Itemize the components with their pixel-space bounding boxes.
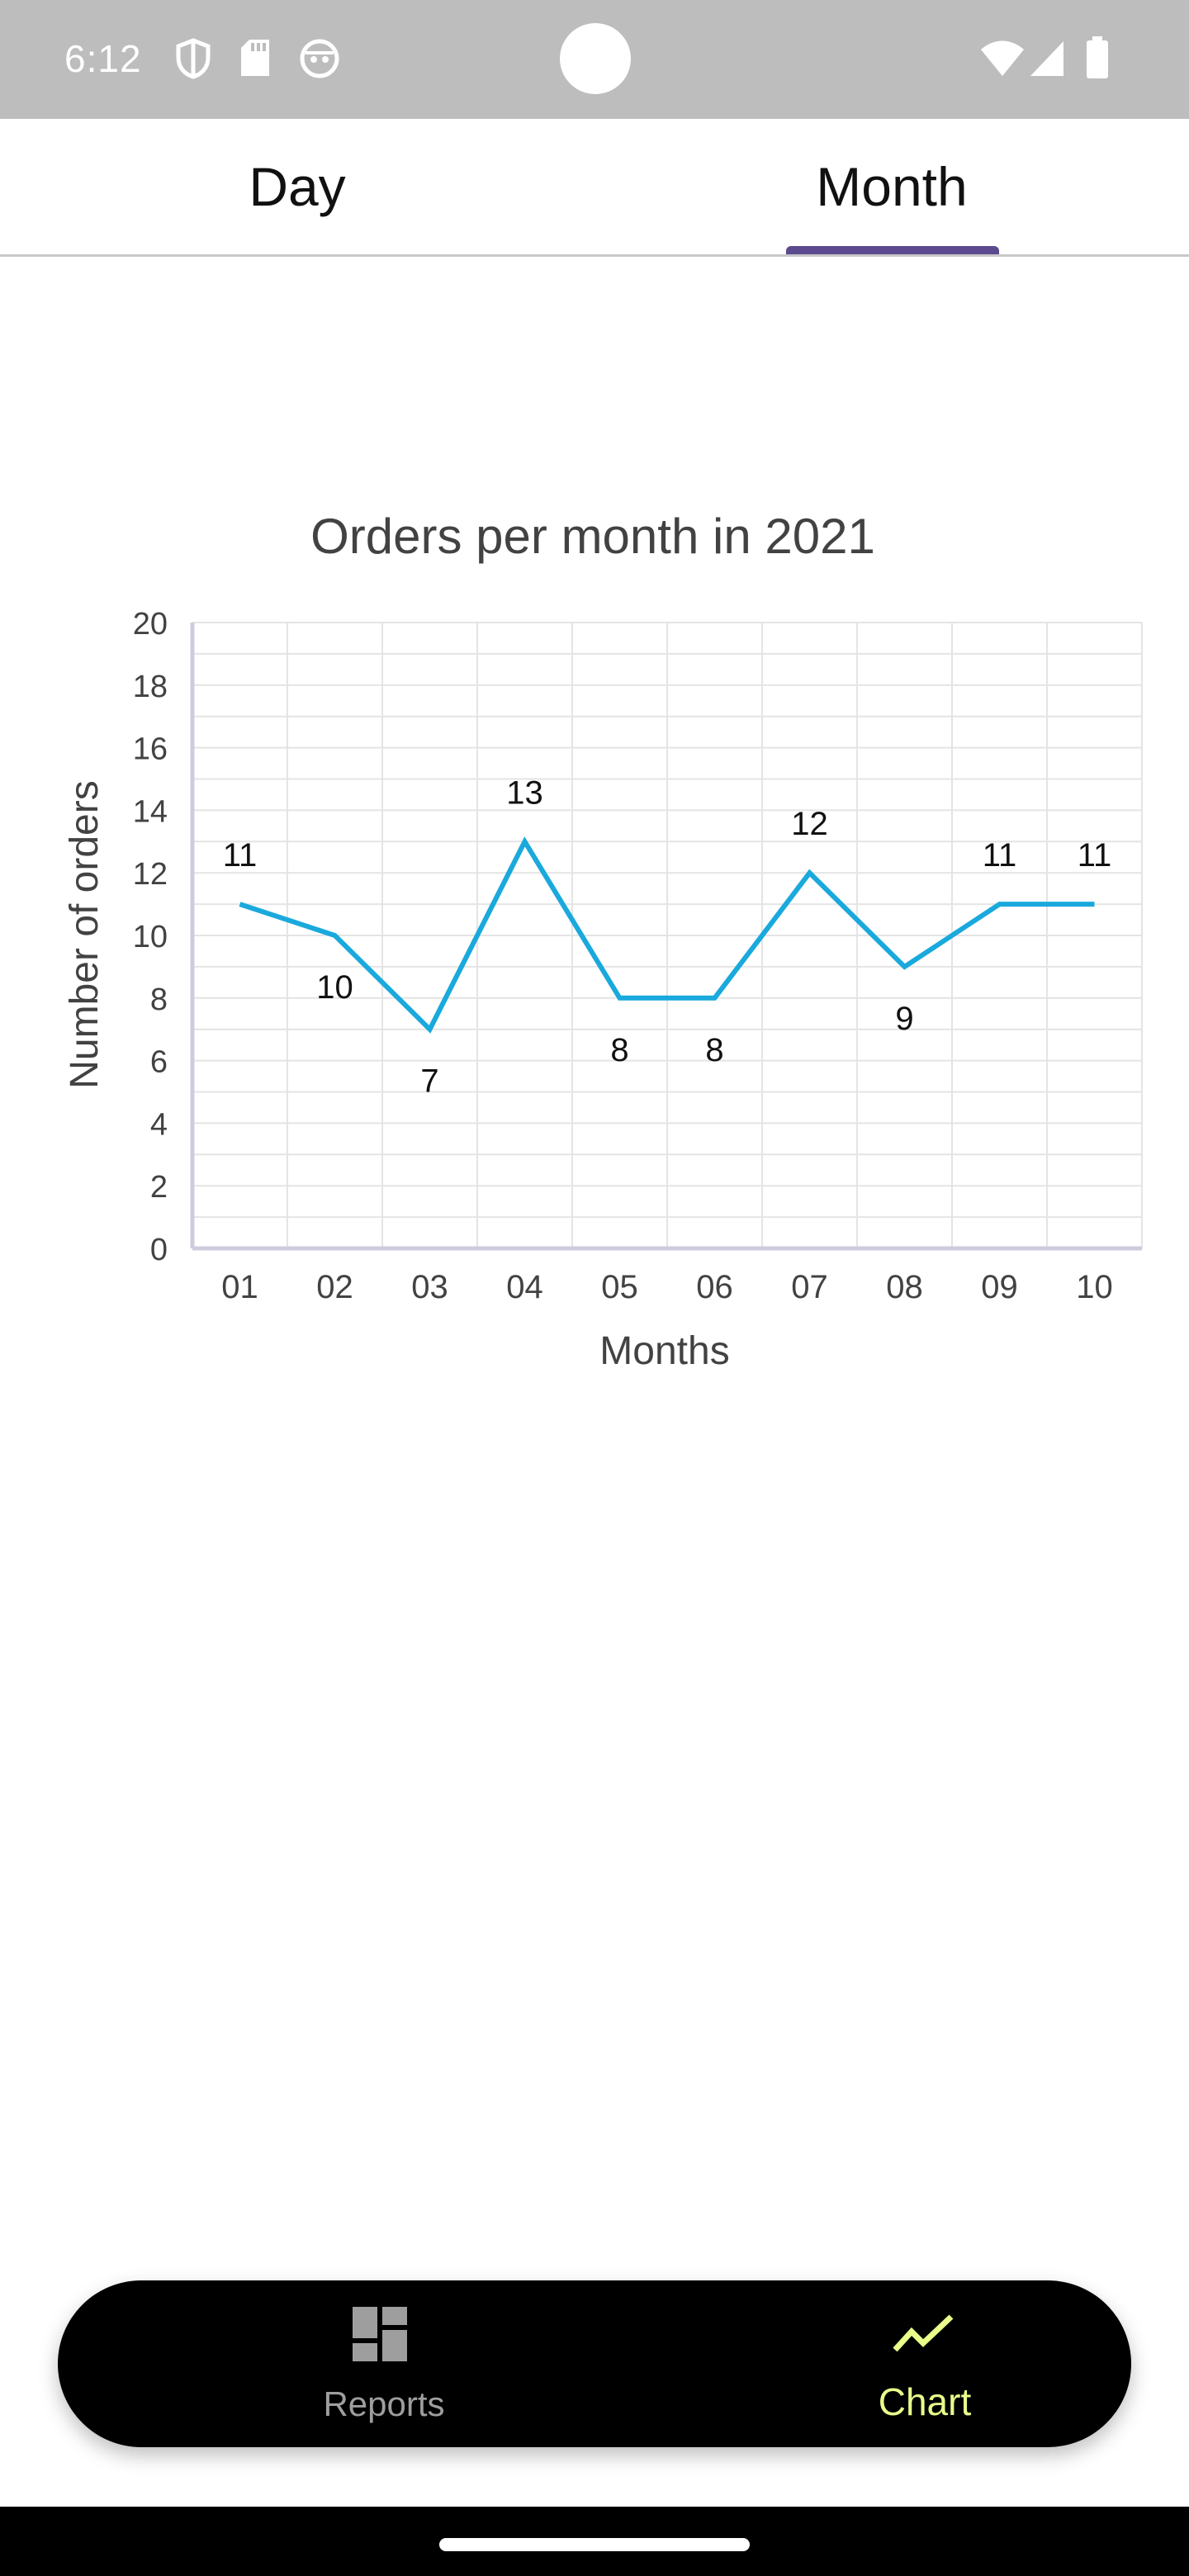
x-tick-label: 02: [316, 1269, 353, 1305]
x-tick-label: 05: [601, 1269, 638, 1305]
y-tick-label: 2: [150, 1170, 168, 1205]
nav-chart-label: Chart: [878, 2380, 972, 2423]
tab-day[interactable]: Day: [0, 119, 594, 254]
signal-icon: [1030, 41, 1063, 76]
data-point-label: 12: [791, 806, 828, 842]
wifi-icon: [981, 40, 1024, 76]
bottom-navigation: Reports Chart: [58, 2280, 1131, 2447]
battery-icon: [1087, 36, 1108, 78]
x-tick-label: 07: [791, 1269, 828, 1305]
data-point-label: 11: [1078, 837, 1112, 874]
orders-line-chart: Orders per month in 2021 Months Number o…: [63, 509, 1143, 1373]
status-bar: 6:12: [0, 0, 1189, 119]
trending-line-icon: [893, 2314, 954, 2352]
x-tick-label: 01: [221, 1269, 258, 1305]
android-face-icon: [300, 39, 339, 78]
series-line: [239, 836, 1095, 1034]
data-point-label: 11: [983, 837, 1017, 874]
data-point-label: 13: [506, 774, 543, 811]
y-tick-label: 10: [133, 920, 168, 954]
tab-day-label: Day: [249, 156, 346, 217]
tab-selected-indicator: [786, 246, 999, 254]
status-time: 6:12: [64, 37, 142, 80]
data-labels: 11 10 7 13 8 8 12 9 11 11: [223, 774, 1112, 1099]
x-tick-label: 09: [981, 1269, 1018, 1305]
home-gesture-handle[interactable]: [439, 2538, 750, 2551]
tab-month-label: Month: [816, 156, 968, 217]
y-tick-label: 6: [150, 1045, 168, 1080]
camera-cutout: [560, 23, 631, 94]
data-point-label: 11: [223, 837, 258, 874]
nav-item-reports[interactable]: Reports: [219, 2280, 549, 2447]
y-tick-label: 0: [150, 1233, 168, 1267]
chart-title: Orders per month in 2021: [310, 509, 875, 564]
shield-icon: [176, 38, 211, 79]
x-tick-label: 03: [411, 1269, 448, 1305]
y-tick-label: 18: [133, 670, 168, 704]
grid: [192, 622, 1143, 1249]
nav-item-chart[interactable]: Chart: [760, 2280, 1090, 2447]
x-tick-label: 10: [1076, 1269, 1113, 1305]
data-point-label: 9: [895, 1001, 913, 1037]
tab-month[interactable]: Month: [594, 119, 1189, 254]
y-tick-label: 8: [150, 983, 168, 1017]
x-tick-label: 08: [886, 1269, 923, 1305]
data-point-label: 10: [316, 969, 353, 1006]
period-tabs: Day Month: [0, 119, 1189, 257]
sd-card-icon: [241, 40, 269, 76]
y-tick-label: 14: [133, 794, 168, 829]
y-tick-label: 20: [133, 607, 168, 642]
orders-series-line: [239, 836, 1095, 1034]
orders-chart: Orders per month in 2021 Months Number o…: [0, 495, 1189, 1404]
x-tick-label: 04: [506, 1269, 543, 1305]
data-point-label: 8: [705, 1032, 723, 1068]
y-axis-label: Number of orders: [63, 780, 107, 1088]
x-tick-label: 06: [696, 1269, 733, 1305]
y-tick-label: 12: [133, 857, 168, 892]
nav-reports-label: Reports: [323, 2384, 445, 2423]
data-point-label: 8: [610, 1032, 628, 1068]
x-axis-label: Months: [599, 1329, 729, 1373]
y-tick-label: 4: [150, 1107, 168, 1142]
y-tick-label: 16: [133, 732, 168, 767]
dashboard-icon: [353, 2307, 407, 2361]
data-point-label: 7: [420, 1063, 438, 1100]
